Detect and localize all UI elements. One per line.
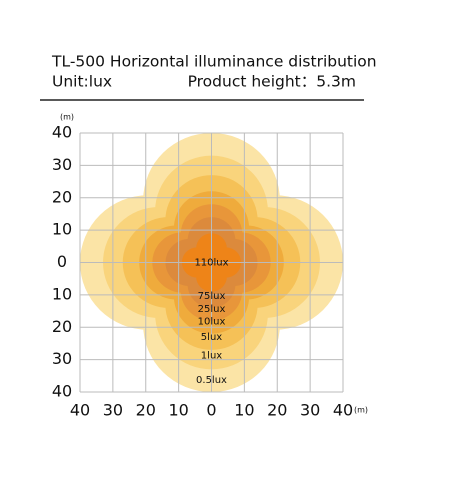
y-tick-label: 40 [52, 382, 72, 401]
x-tick-label: 10 [234, 401, 254, 420]
y-tick-label: 40 [52, 123, 72, 142]
y-tick-label: 20 [52, 317, 72, 336]
x-tick-label: 40 [333, 401, 353, 420]
y-tick-label: 20 [52, 187, 72, 206]
y-unit: (m) [60, 113, 74, 122]
x-tick-label: 20 [267, 401, 287, 420]
plot: 40 30 20 10 0 10 20 30 40403020100102030400.5lux… [52, 123, 353, 420]
x-tick-label: 30 [300, 401, 320, 420]
level-label: 25lux [198, 304, 226, 315]
level-label: 75lux [198, 291, 226, 302]
x-tick-label: 10 [168, 401, 188, 420]
x-tick-label: 20 [136, 401, 156, 420]
y-tick-label: 30 [52, 155, 72, 174]
y-tick-label: 30 [52, 349, 72, 368]
y-tick-label: 10 [52, 220, 72, 239]
chart-title: TL-500 Horizontal illuminance distributi… [51, 53, 377, 71]
x-unit: (m) [354, 406, 368, 415]
x-tick-label: 30 [103, 401, 123, 420]
level-label: 1lux [201, 350, 222, 361]
height-label: Product height：5.3m [188, 73, 356, 91]
level-label: 110lux [194, 258, 228, 269]
level-label: 10lux [198, 317, 226, 328]
level-label: 0.5lux [196, 375, 227, 386]
y-tick-label: 0 [57, 252, 67, 271]
level-label: 5lux [201, 332, 222, 343]
x-tick-label: 0 [206, 401, 216, 420]
x-tick-label: 40 [70, 401, 90, 420]
unit-label: Unit:lux [52, 73, 112, 91]
y-tick-label: 10 [52, 284, 72, 303]
